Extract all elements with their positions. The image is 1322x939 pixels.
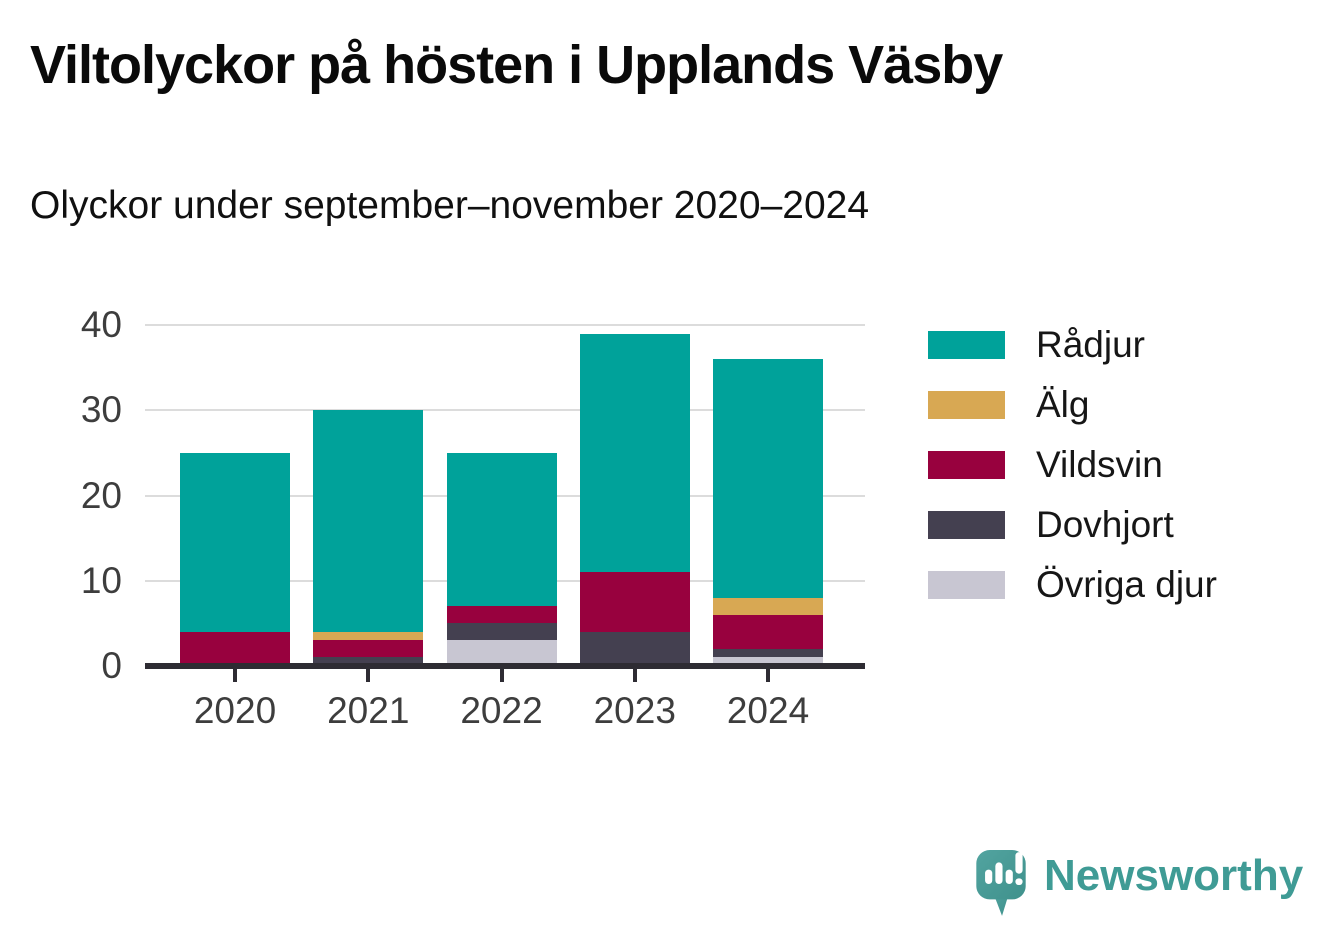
legend-item-Älg: Älg (928, 384, 1217, 425)
brand-name: Newsworthy (1044, 851, 1304, 900)
gridline-40 (145, 324, 865, 326)
legend-swatch-Älg (928, 391, 1005, 419)
x-tick-label-2020: 2020 (193, 690, 277, 731)
legend-label-Vildsvin: Vildsvin (1036, 444, 1163, 485)
bar-2021-Älg (313, 631, 424, 641)
legend-item-Rådjur: Rådjur (928, 324, 1217, 365)
bar-2020-Vildsvin (180, 631, 290, 666)
x-tick-2020 (233, 669, 237, 682)
bar-2021-Rådjur (313, 410, 424, 632)
y-tick-label-20: 20 (80, 474, 122, 516)
page-title: Viltolyckor på hösten i Upplands Väsby (30, 35, 1003, 95)
legend-swatch-Övriga djur (928, 571, 1005, 599)
bar-2020-Rådjur (180, 452, 290, 632)
legend-item-Övriga djur: Övriga djur (928, 564, 1217, 605)
legend-label-Älg: Älg (1036, 384, 1090, 425)
x-axis-line (145, 663, 865, 669)
bar-2024-Vildsvin (713, 614, 823, 649)
bar-2024-Dovhjort (713, 648, 823, 658)
x-tick-label-2021: 2021 (327, 690, 410, 731)
plot-area (145, 324, 865, 666)
x-tick-2022 (499, 669, 504, 682)
y-tick-label-30: 30 (80, 389, 122, 431)
bar-2022-Dovhjort (446, 623, 557, 641)
y-tick-label-10: 10 (80, 559, 122, 601)
bar-2021-Dovhjort (313, 657, 424, 666)
bar-2021-Vildsvin (313, 640, 424, 658)
legend-item-Dovhjort: Dovhjort (928, 504, 1217, 545)
x-tick-2021 (366, 669, 371, 682)
legend: Rådjur Älg Vildsvin Dovhjort Övriga djur (928, 324, 1217, 631)
bar-2023-Vildsvin (579, 572, 690, 632)
x-tick-2024 (766, 669, 770, 682)
bar-2022-Vildsvin (446, 606, 557, 624)
bar-2023-Dovhjort (579, 631, 690, 666)
bar-2024-Rådjur (713, 359, 823, 598)
y-tick-label-0: 0 (101, 645, 122, 686)
bar-2022-Övriga djur (446, 640, 557, 666)
legend-swatch-Dovhjort (928, 511, 1005, 539)
brand-footer: Newsworthy (974, 848, 1303, 920)
legend-label-Dovhjort: Dovhjort (1036, 504, 1174, 545)
x-tick-label-2022: 2022 (460, 690, 543, 731)
chart-subtitle: Olyckor under september–november 2020–20… (30, 184, 870, 227)
bar-2023-Rådjur (579, 333, 690, 573)
gridline-30 (145, 409, 865, 412)
bar-2022-Rådjur (446, 452, 557, 607)
y-tick-label-40: 40 (80, 304, 122, 345)
bar-2024-Älg (713, 597, 823, 615)
legend-swatch-Vildsvin (928, 451, 1005, 479)
legend-label-Övriga djur: Övriga djur (1036, 564, 1217, 605)
x-tick-label-2024: 2024 (726, 690, 810, 731)
legend-item-Vildsvin: Vildsvin (928, 444, 1217, 485)
legend-label-Rådjur: Rådjur (1036, 324, 1145, 365)
bar-2024-Övriga djur (713, 657, 823, 666)
newsworthy-speech-bubble-chart-icon (976, 850, 1026, 916)
x-tick-2023 (632, 669, 637, 682)
x-tick-label-2023: 2023 (593, 690, 676, 731)
legend-swatch-Rådjur (928, 331, 1005, 359)
